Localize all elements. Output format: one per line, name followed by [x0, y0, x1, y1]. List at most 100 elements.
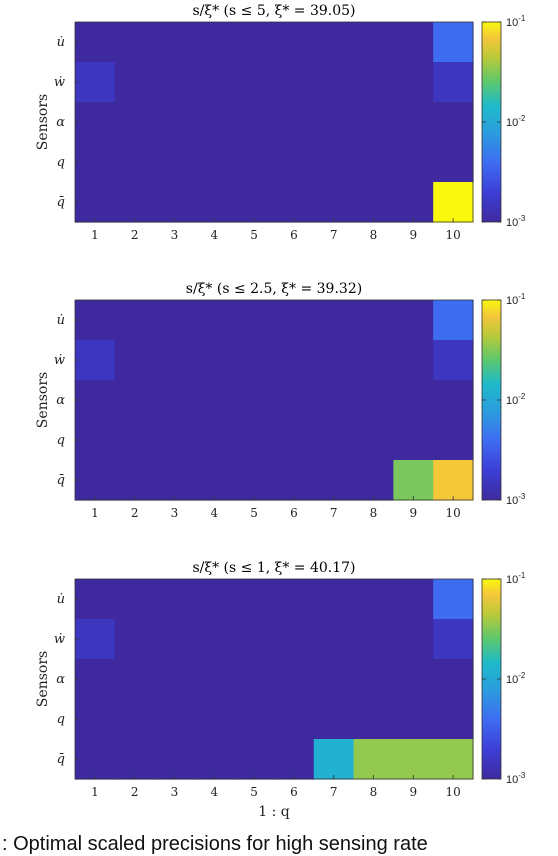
x-tick-label: 6: [290, 228, 298, 242]
heatmap-cell: [154, 22, 195, 63]
x-tick-label: 1: [91, 785, 99, 799]
heatmap-cell: [274, 182, 315, 223]
x-tick-label: 1: [91, 506, 99, 520]
x-tick-label: 2: [131, 506, 139, 520]
y-tick-label: q̄: [57, 752, 65, 767]
heatmap-cell: [234, 340, 275, 381]
chart-title: s/ξ* (s ≤ 5, ξ* = 39.05): [192, 3, 355, 19]
heatmap-cell: [393, 619, 434, 660]
y-axis-label: Sensors: [35, 651, 51, 707]
heatmap-cell: [353, 380, 394, 421]
heatmap-cell: [353, 22, 394, 63]
heatmap-cell: [313, 699, 355, 740]
x-tick-label: 2: [131, 785, 139, 799]
heatmap-cell: [234, 659, 275, 700]
heatmap-cell: [75, 142, 116, 183]
heatmap-cell: [75, 579, 116, 620]
heatmap-cell: [393, 22, 434, 63]
heatmap-cell: [154, 420, 195, 461]
heatmap-cell: [75, 739, 116, 780]
colorbar-tick-label: 10-1: [506, 571, 526, 586]
x-tick-label: 10: [445, 785, 460, 799]
heatmap-cell: [75, 62, 116, 103]
heatmap-cell: [353, 739, 394, 780]
heatmap-cell: [393, 182, 434, 223]
heatmap-cell: [353, 659, 394, 700]
x-tick-label: 4: [210, 506, 218, 520]
heatmap-cell: [313, 460, 355, 501]
heatmap-cell: [353, 62, 394, 103]
heatmap-panel-2: s/ξ* (s ≤ 2.5, ξ* = 39.32) u̇ ẇ α q q̄ 1 2 3 4 5 6 7…: [35, 281, 526, 520]
heatmap-cell: [114, 300, 156, 341]
heatmap-cell: [353, 699, 394, 740]
heatmap-cell: [234, 62, 275, 103]
heatmap-cell: [353, 142, 394, 183]
heatmap-cell: [234, 420, 275, 461]
heatmap-cell: [313, 182, 355, 223]
x-tick-label: 10: [445, 506, 460, 520]
y-tick-label: q: [57, 155, 65, 170]
heatmap-cell: [433, 699, 474, 740]
heatmap-cell: [75, 619, 116, 660]
heatmap-cell: [433, 300, 474, 341]
colorbar-tick-label: 10-1: [506, 14, 526, 29]
heatmap-cell: [154, 102, 195, 143]
y-tick-label: α: [56, 393, 65, 408]
heatmap-cell: [393, 739, 434, 780]
heatmap-cell: [75, 102, 116, 143]
heatmap-cell: [114, 739, 156, 780]
x-tick-label: 5: [250, 228, 258, 242]
heatmap-cell: [234, 142, 275, 183]
heatmap-cell: [433, 22, 474, 63]
heatmap-cell: [274, 460, 315, 501]
x-tick-label: 3: [171, 506, 179, 520]
heatmap-cell: [75, 659, 116, 700]
heatmap-cell: [154, 579, 195, 620]
x-tick-label: 8: [370, 785, 378, 799]
colorbar-tick-label: 10-2: [506, 671, 526, 686]
x-tick-label: 10: [445, 228, 460, 242]
heatmap-cell: [234, 739, 275, 780]
y-tick-label: ẇ: [54, 75, 65, 90]
figure-caption: : Optimal scaled precisions for high sen…: [2, 833, 428, 855]
heatmap-cell: [194, 460, 235, 501]
heatmap-cell: [274, 699, 315, 740]
x-tick-label: 4: [210, 228, 218, 242]
heatmap-cell: [234, 699, 275, 740]
heatmap-cell: [274, 659, 315, 700]
heatmap-cell: [274, 300, 315, 341]
colorbar-tick-label: 10-3: [506, 214, 526, 229]
heatmap-cell: [313, 579, 355, 620]
heatmap-cell: [353, 102, 394, 143]
heatmap-cell: [393, 300, 434, 341]
heatmap-cell: [75, 182, 116, 223]
heatmap-cell: [353, 420, 394, 461]
heatmap-panel-1: s/ξ* (s ≤ 5, ξ* = 39.05) u̇ ẇ α q q̄ 1 2 3 4 5 6 7 8 9…: [35, 3, 526, 242]
heatmap-cell: [114, 182, 156, 223]
heatmap-cell: [313, 22, 355, 63]
heatmap-cell: [393, 62, 434, 103]
heatmap-cell: [154, 659, 195, 700]
heatmap-cell: [114, 659, 156, 700]
heatmap-cell: [393, 659, 434, 700]
heatmap-cell: [154, 739, 195, 780]
heatmap-cell: [194, 300, 235, 341]
heatmap-cell: [433, 102, 474, 143]
heatmap-cell: [194, 579, 235, 620]
heatmap-cell: [114, 102, 156, 143]
y-tick-label: q̄: [57, 473, 65, 488]
heatmap-cell: [154, 460, 195, 501]
heatmap-cell: [353, 300, 394, 341]
heatmap-cell: [313, 102, 355, 143]
heatmap-cell: [194, 102, 235, 143]
x-tick-label: 7: [330, 785, 338, 799]
heatmap-cell: [114, 619, 156, 660]
heatmap-cell: [234, 460, 275, 501]
heatmap-cell: [234, 22, 275, 63]
heatmap-cell: [353, 340, 394, 381]
y-axis-label: Sensors: [35, 94, 51, 150]
heatmap-cell: [433, 739, 474, 780]
heatmap-cell: [154, 380, 195, 421]
y-axis-label: Sensors: [35, 372, 51, 428]
